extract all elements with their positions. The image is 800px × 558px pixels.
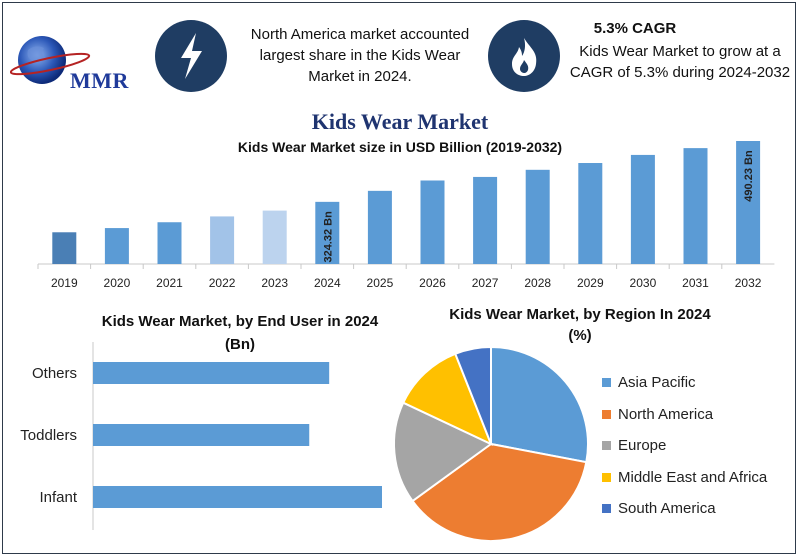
region-title-line2: (%) (568, 327, 592, 344)
slice-north-america (411, 442, 588, 542)
data-label: 324.32 Bn (322, 211, 334, 263)
legend-item: Europe (602, 430, 767, 462)
x-tick-label: 2026 (419, 276, 446, 290)
legend-label: Middle East and Africa (618, 468, 768, 486)
x-tick-label: 2031 (682, 276, 709, 290)
region-title-line1: Kids Wear Market, by Region In 2024 (449, 306, 711, 323)
bar-2022 (210, 216, 235, 264)
x-tick-label: 2025 (367, 276, 394, 290)
header: MMR North America market accounted large… (0, 0, 794, 105)
x-tick-label: 2019 (51, 276, 78, 290)
x-tick-label: 2032 (735, 276, 762, 290)
bar-toddlers (93, 424, 310, 446)
market-size-bar-chart: 2019 2020 2021 2022 2023 2024 2025 2026 2027 2028… (37, 141, 775, 290)
x-tick-label: 2029 (577, 276, 604, 290)
bar-2028 (525, 169, 550, 264)
slice-south-america (453, 345, 492, 445)
bar-2025 (367, 190, 392, 264)
legend-swatch (602, 409, 611, 419)
x-tick-label: 2030 (630, 276, 657, 290)
bar-2030 (630, 154, 655, 264)
bar-2024 (315, 201, 340, 264)
legend-item: North America (602, 399, 767, 431)
x-tick-label: 2023 (261, 276, 288, 290)
bar-others (93, 362, 330, 384)
end-user-title-line2: (Bn) (225, 336, 255, 353)
x-tick-label: 2022 (209, 276, 236, 290)
category-label: Toddlers (20, 427, 77, 444)
globe-icon (9, 36, 91, 84)
legend-label: South America (618, 500, 716, 518)
legend-label: North America (618, 405, 714, 423)
x-tick-label: 2028 (524, 276, 551, 290)
slice-middle-east-and-africa (401, 352, 493, 446)
north-america-note: North America market accounted largest s… (250, 26, 470, 85)
cagr-title: 5.3% CAGR (593, 20, 677, 37)
end-user-bar-chart: Others Toddlers Infant (20, 342, 382, 530)
bar-infant (93, 486, 382, 508)
data-label: 490.23 Bn (743, 150, 755, 202)
lightning-bolt-icon (155, 20, 227, 92)
x-tick-label: 2024 (314, 276, 341, 290)
region-title: Kids Wear Market, by Region In 2024 (%) (400, 306, 760, 344)
legend-swatch (602, 472, 611, 482)
category-label: Others (32, 365, 77, 382)
end-user-title-line1: Kids Wear Market, by End User in 2024 (101, 313, 379, 330)
bar-2026 (420, 180, 445, 264)
bar-2029 (578, 163, 603, 264)
end-user-title: Kids Wear Market, by End User in 2024 (B… (40, 313, 440, 353)
bar-2019 (52, 232, 77, 264)
legend-label: Asia Pacific (618, 374, 696, 392)
legend-label: Europe (618, 437, 667, 455)
bar-2031 (683, 148, 708, 264)
x-tick-label: 2020 (104, 276, 131, 290)
legend-item: Middle East and Africa (602, 462, 767, 494)
x-tick-label: 2027 (472, 276, 499, 290)
legend-swatch (602, 504, 611, 514)
slice-europe (393, 401, 493, 503)
bar-2032 (736, 141, 761, 264)
region-pie-chart (393, 345, 589, 542)
logo-text: MMR (70, 68, 129, 93)
bar-2020 (104, 228, 129, 264)
main-title: Kids Wear Market (311, 109, 489, 134)
legend-swatch (602, 441, 611, 451)
category-label: Infant (39, 489, 77, 506)
x-tick-label: 2021 (156, 276, 183, 290)
bar-2023 (262, 210, 287, 264)
main-subtitle: Kids Wear Market size in USD Billion (20… (237, 139, 563, 155)
mmr-logo: MMR (9, 30, 150, 93)
flame-icon (488, 20, 560, 92)
cagr-text: Kids Wear Market to grow at a CAGR of 5.… (569, 43, 791, 81)
legend-item: Asia Pacific (602, 367, 767, 399)
bar-2021 (157, 222, 182, 264)
legend-swatch (602, 378, 611, 388)
legend-item: South America (602, 493, 767, 525)
region-legend: Asia Pacific North America Europe Middle Ea… (602, 367, 767, 525)
bar-2027 (473, 176, 498, 264)
slice-asia-pacific (490, 345, 589, 464)
